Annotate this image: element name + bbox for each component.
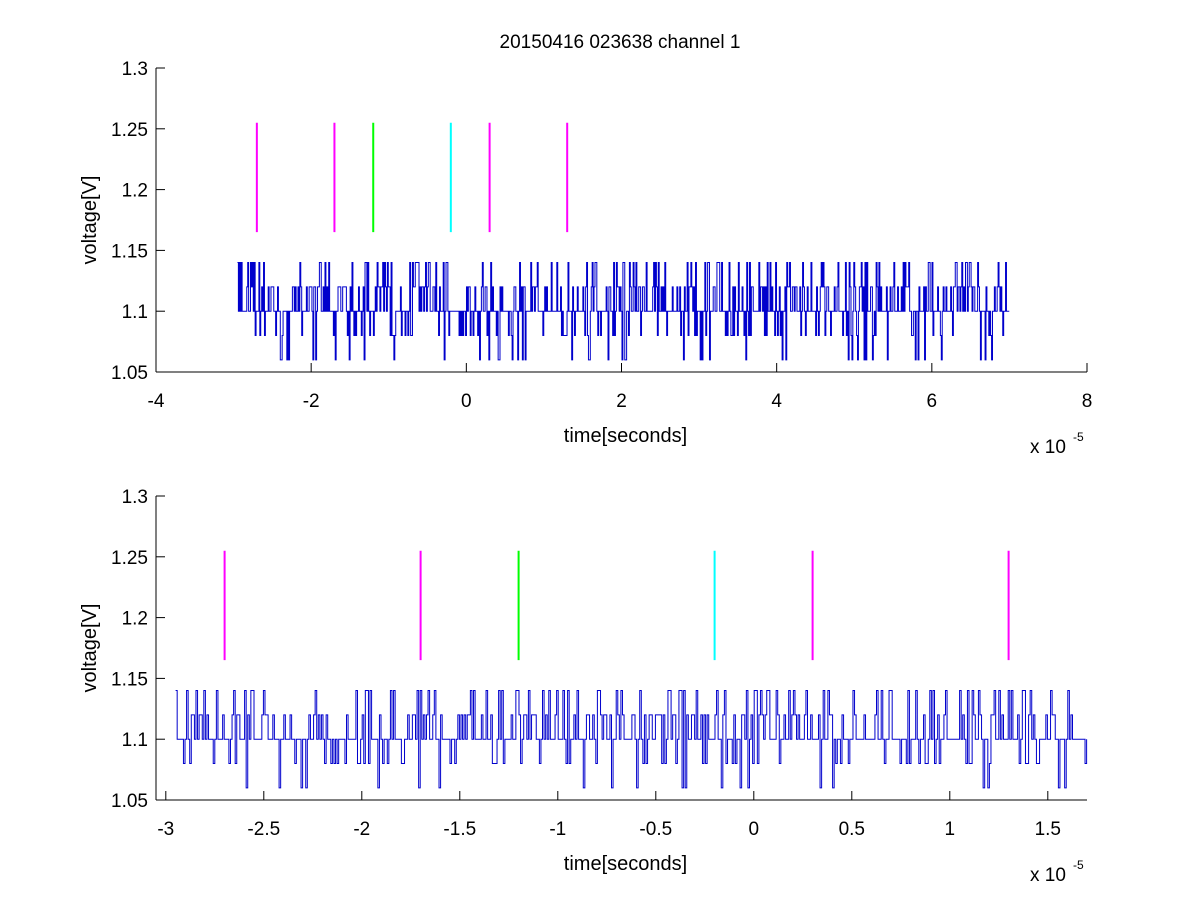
x-tick-label: -2 (303, 391, 320, 412)
subplot-1: 1.05 1.1 1.15 1.2 1.25 1.3 -4 -2 0 2 4 6 8 time[secon… (79, 59, 1092, 458)
x-axis-label: time[seconds] (564, 425, 687, 447)
x-exponent-value: -5 (1073, 858, 1084, 872)
x-tick-label: -1.5 (443, 819, 476, 840)
x-tick-label: -3 (157, 819, 174, 840)
y-tick-label: 1.3 (122, 487, 148, 508)
x-tick-label: 1 (945, 819, 956, 840)
signal-trace (175, 690, 1088, 789)
y-tick-label: 1.05 (111, 363, 148, 384)
y-tick-label: 1.05 (111, 791, 148, 812)
x-tick-label: 4 (771, 391, 782, 412)
x-tick-label: -0.5 (639, 819, 672, 840)
y-axis-label: voltage[V] (79, 604, 101, 693)
x-exponent-label: x 10 (1030, 865, 1066, 886)
y-tick-label: 1.1 (122, 730, 148, 751)
y-tick-label: 1.15 (111, 241, 148, 262)
plots: 1.05 1.1 1.15 1.2 1.25 1.3 -4 -2 0 2 4 6 8 time[secon… (79, 59, 1092, 886)
y-tick-label: 1.25 (111, 548, 148, 569)
x-tick-label: 2 (616, 391, 627, 412)
y-tick-label: 1.25 (111, 120, 148, 141)
y-tick-label: 1.15 (111, 669, 148, 690)
x-axis-label: time[seconds] (564, 853, 687, 875)
x-exponent-value: -5 (1073, 430, 1084, 444)
x-tick-label: -2 (353, 819, 370, 840)
signal-trace (237, 262, 1010, 361)
y-axis-label: voltage[V] (79, 176, 101, 265)
x-tick-label: 1.5 (1035, 819, 1061, 840)
x-tick-label: -1 (549, 819, 566, 840)
x-tick-label: 0.5 (839, 819, 865, 840)
subplot-2: 1.05 1.1 1.15 1.2 1.25 1.3 -3 -2.5 -2 -1.5 -1 -0.5 0… (79, 487, 1088, 886)
y-tick-label: 1.3 (122, 59, 148, 80)
y-tick-label: 1.1 (122, 302, 148, 323)
y-tick-label: 1.2 (122, 181, 148, 202)
y-tick-label: 1.2 (122, 609, 148, 630)
x-tick-label: 0 (749, 819, 760, 840)
x-tick-label: 8 (1082, 391, 1093, 412)
x-exponent-label: x 10 (1030, 437, 1066, 458)
figure-title: 20150416 023638 channel 1 (500, 32, 741, 53)
x-tick-label: 6 (927, 391, 938, 412)
x-tick-label: -2.5 (247, 819, 280, 840)
x-tick-label: 0 (461, 391, 472, 412)
x-tick-label: -4 (148, 391, 165, 412)
